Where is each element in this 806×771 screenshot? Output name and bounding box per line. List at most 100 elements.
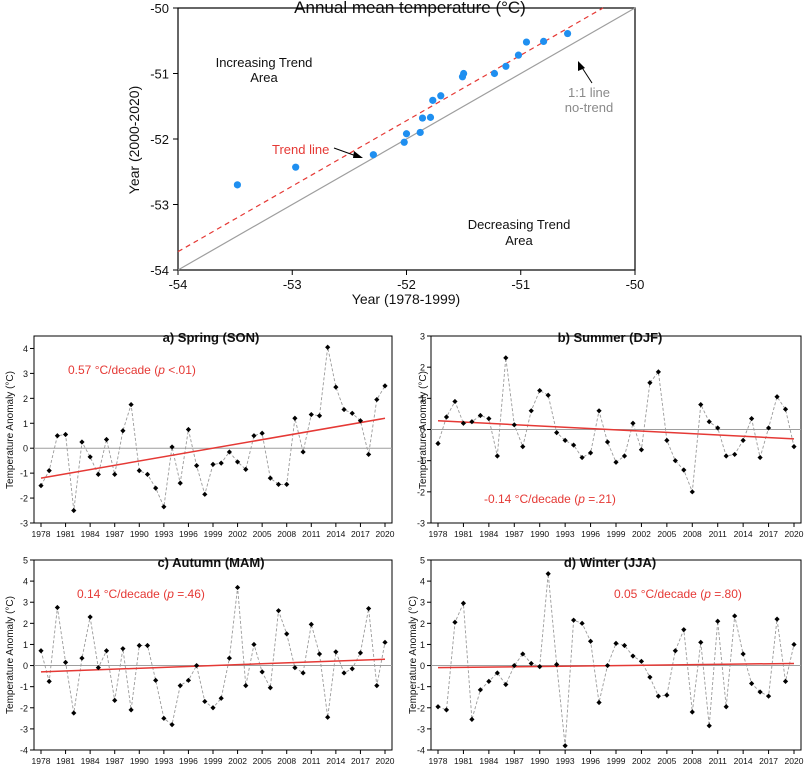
x-tick-label: 1987 bbox=[505, 529, 524, 539]
anomaly-point bbox=[587, 638, 594, 644]
anomaly-point bbox=[579, 620, 585, 626]
anomaly-point bbox=[765, 425, 772, 431]
x-tick-label: 1981 bbox=[56, 756, 75, 766]
anomaly-point bbox=[460, 420, 467, 426]
anomaly-point bbox=[161, 715, 167, 721]
x-tick-label: 1990 bbox=[130, 756, 149, 766]
x-tick-label: 1978 bbox=[32, 529, 51, 539]
scatter-point bbox=[460, 69, 468, 78]
anomaly-series-line bbox=[40, 587, 386, 726]
anomaly-point bbox=[528, 660, 534, 667]
anomaly-point bbox=[749, 680, 755, 687]
anomaly-point bbox=[757, 689, 763, 695]
anomaly-point bbox=[275, 608, 282, 614]
anomaly-point bbox=[103, 436, 110, 443]
x-tick-label: 1987 bbox=[105, 529, 124, 539]
x-tick-label: 2014 bbox=[734, 529, 753, 539]
increasing-area-label-2: Area bbox=[250, 70, 278, 85]
anomaly-point bbox=[638, 658, 645, 664]
anomaly-point bbox=[259, 669, 265, 675]
autumn-y-label: Temperature Anomaly (°C) bbox=[5, 596, 16, 714]
scatter-x-tick-label: -51 bbox=[511, 277, 530, 292]
anomaly-point bbox=[251, 641, 257, 648]
y-tick-label: -4 bbox=[417, 746, 425, 756]
anomaly-point bbox=[112, 471, 118, 477]
x-tick-label: 1990 bbox=[530, 756, 549, 766]
anomaly-point bbox=[782, 678, 789, 684]
anomaly-point bbox=[596, 408, 602, 414]
y-tick-label: -2 bbox=[20, 703, 28, 713]
anomaly-point bbox=[630, 653, 636, 659]
anomaly-point bbox=[144, 642, 151, 649]
anomaly-point bbox=[46, 678, 52, 684]
y-tick-label: 5 bbox=[23, 556, 28, 566]
anomaly-point bbox=[604, 662, 611, 669]
anomaly-point bbox=[528, 408, 534, 414]
y-tick-label: 3 bbox=[23, 369, 28, 379]
winter-panel: d) Winter (JJA) Temperature Anomaly (°C)… bbox=[408, 555, 804, 766]
anomaly-point bbox=[672, 648, 678, 654]
anomaly-point bbox=[333, 384, 339, 390]
anomaly-point bbox=[655, 369, 661, 375]
scatter-y-tick-label: -51 bbox=[150, 67, 169, 82]
scatter-point bbox=[292, 163, 300, 171]
scatter-point bbox=[426, 113, 435, 121]
autumn-p-text: =.46) bbox=[174, 587, 205, 601]
spring-title: a) Spring (SON) bbox=[163, 330, 260, 345]
anomaly-point bbox=[259, 430, 265, 436]
x-tick-label: 2014 bbox=[734, 756, 753, 766]
x-tick-label: 1999 bbox=[204, 756, 223, 766]
anomaly-point bbox=[791, 641, 797, 648]
anomaly-point bbox=[95, 665, 101, 671]
anomaly-point bbox=[749, 415, 755, 422]
anomaly-point bbox=[638, 447, 645, 453]
x-tick-label: 1990 bbox=[130, 529, 149, 539]
anomaly-point bbox=[128, 707, 134, 713]
anomaly-point bbox=[357, 650, 364, 656]
y-tick-label: 2 bbox=[420, 363, 425, 373]
anomaly-point bbox=[333, 649, 339, 655]
winter-trend-text: 0.05 °C/decade ( bbox=[614, 587, 704, 601]
anomaly-point bbox=[357, 418, 364, 424]
y-tick-label: -2 bbox=[417, 487, 425, 497]
anomaly-point bbox=[647, 674, 653, 680]
spring-panel: a) Spring (SON) Temperature Anomaly (°C)… bbox=[5, 330, 395, 539]
y-tick-label: 2 bbox=[23, 394, 28, 404]
anomaly-point bbox=[511, 422, 517, 428]
x-tick-label: 2020 bbox=[376, 756, 395, 766]
decreasing-area-label: Decreasing Trend bbox=[468, 217, 571, 232]
anomaly-point bbox=[95, 471, 101, 477]
anomaly-point bbox=[218, 695, 224, 701]
y-tick-label: -1 bbox=[20, 682, 28, 692]
y-tick-label: 1 bbox=[23, 419, 28, 429]
x-tick-label: 2017 bbox=[759, 756, 778, 766]
scatter-point bbox=[540, 37, 548, 46]
anomaly-point bbox=[308, 621, 314, 627]
x-tick-label: 2011 bbox=[709, 529, 728, 539]
x-tick-label: 1999 bbox=[607, 756, 626, 766]
anomaly-point bbox=[374, 396, 380, 403]
x-tick-label: 2020 bbox=[785, 529, 804, 539]
anomaly-point bbox=[177, 480, 183, 486]
anomaly-point bbox=[494, 453, 500, 459]
anomaly-point bbox=[757, 454, 763, 461]
x-tick-label: 2017 bbox=[351, 529, 370, 539]
x-tick-label: 2005 bbox=[253, 529, 272, 539]
x-tick-label: 2017 bbox=[351, 756, 370, 766]
anomaly-point bbox=[194, 662, 200, 669]
anomaly-point bbox=[740, 651, 746, 657]
anomaly-point bbox=[349, 666, 355, 672]
anomaly-point bbox=[571, 442, 577, 448]
anomaly-point bbox=[226, 655, 232, 661]
x-tick-label: 2008 bbox=[277, 756, 296, 766]
anomaly-point bbox=[374, 683, 380, 689]
anomaly-point bbox=[251, 433, 257, 439]
x-tick-label: 1984 bbox=[479, 529, 498, 539]
anomaly-point bbox=[681, 627, 687, 633]
y-tick-label: 2 bbox=[420, 619, 425, 629]
anomaly-point bbox=[62, 431, 69, 438]
scatter-x-ticks: -54 -53 -52 -51 -50 bbox=[169, 270, 644, 292]
y-tick-label: 1 bbox=[420, 640, 425, 650]
x-tick-label: 2008 bbox=[277, 529, 296, 539]
winter-title: d) Winter (JJA) bbox=[564, 555, 656, 570]
